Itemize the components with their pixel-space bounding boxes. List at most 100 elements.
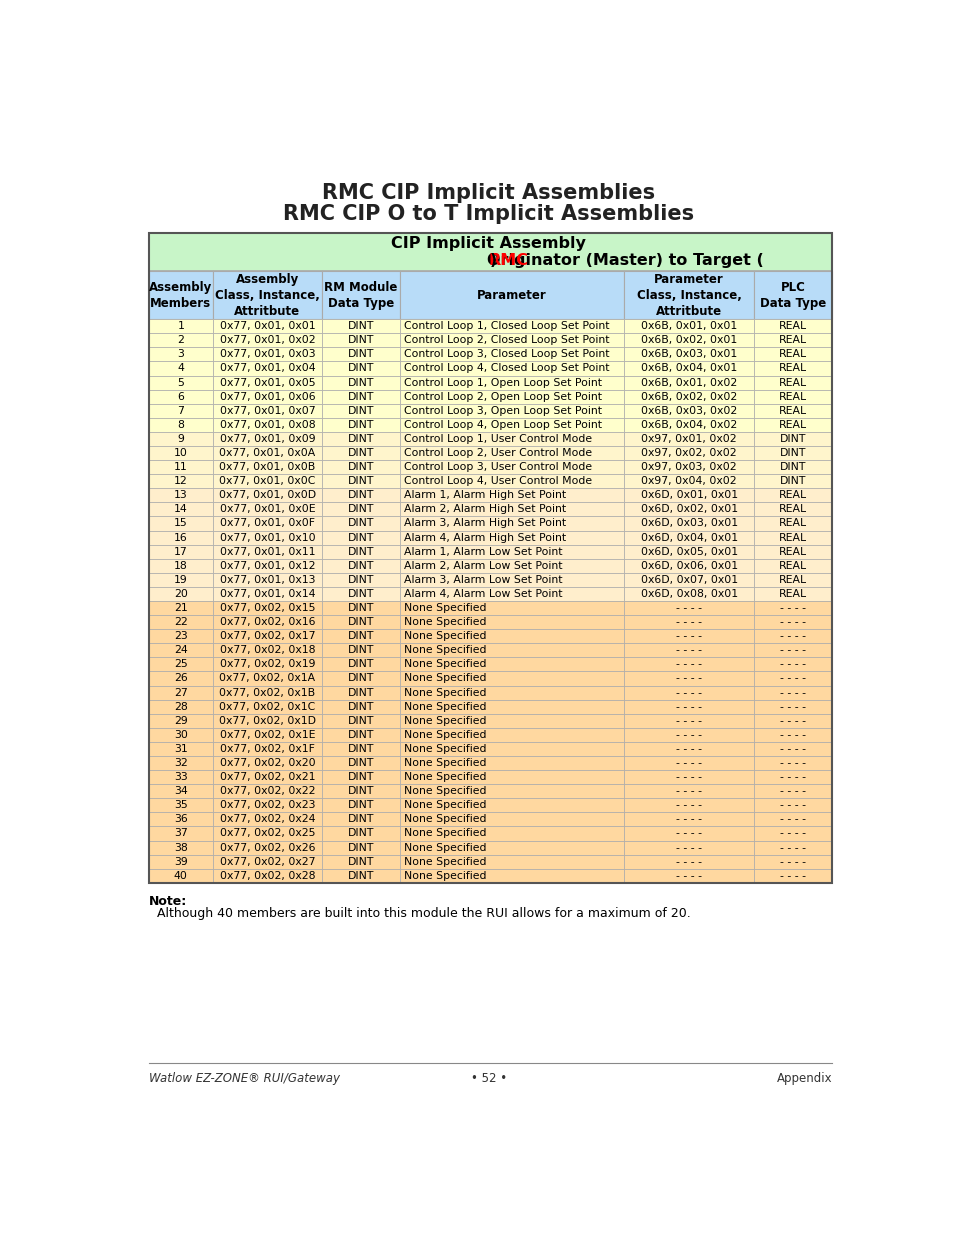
Text: None Specified: None Specified: [403, 857, 486, 867]
Text: - - - -: - - - -: [676, 800, 701, 810]
Bar: [213, 446, 322, 461]
Text: 0x77, 0x01, 0x06: 0x77, 0x01, 0x06: [219, 391, 314, 401]
Text: None Specified: None Specified: [403, 842, 486, 852]
Bar: [322, 826, 399, 841]
Bar: [213, 841, 322, 855]
Text: 0x77, 0x01, 0x14: 0x77, 0x01, 0x14: [219, 589, 314, 599]
Text: 33: 33: [173, 772, 188, 782]
Text: 0x77, 0x01, 0x0C: 0x77, 0x01, 0x0C: [219, 477, 315, 487]
Text: Assembly
Members: Assembly Members: [149, 280, 213, 310]
Text: - - - -: - - - -: [780, 743, 805, 753]
Text: - - - -: - - - -: [676, 603, 701, 613]
Bar: [754, 461, 831, 474]
Bar: [322, 558, 399, 573]
Text: - - - -: - - - -: [676, 772, 701, 782]
Text: 0x77, 0x01, 0x07: 0x77, 0x01, 0x07: [219, 406, 314, 416]
Bar: [623, 855, 754, 868]
Text: 36: 36: [173, 814, 188, 825]
Text: 0x77, 0x02, 0x27: 0x77, 0x02, 0x27: [219, 857, 314, 867]
Bar: [399, 657, 623, 672]
Bar: [322, 333, 399, 347]
Text: None Specified: None Specified: [403, 800, 486, 810]
Bar: [149, 756, 213, 771]
Bar: [399, 784, 623, 798]
Bar: [322, 417, 399, 432]
Text: 13: 13: [173, 490, 188, 500]
Text: 1: 1: [177, 321, 184, 331]
Text: 0x77, 0x02, 0x1B: 0x77, 0x02, 0x1B: [219, 688, 315, 698]
Text: 0x6D, 0x02, 0x01: 0x6D, 0x02, 0x01: [640, 504, 737, 514]
Text: DINT: DINT: [348, 603, 374, 613]
Bar: [754, 404, 831, 417]
Text: DINT: DINT: [348, 589, 374, 599]
Text: - - - -: - - - -: [780, 814, 805, 825]
Bar: [149, 643, 213, 657]
Bar: [623, 841, 754, 855]
Bar: [399, 375, 623, 389]
Bar: [213, 573, 322, 587]
Bar: [399, 672, 623, 685]
Text: 0x6B, 0x02, 0x01: 0x6B, 0x02, 0x01: [640, 335, 737, 346]
Bar: [754, 855, 831, 868]
Text: Control Loop 1, Open Loop Set Point: Control Loop 1, Open Loop Set Point: [403, 378, 601, 388]
Text: - - - -: - - - -: [676, 758, 701, 768]
Bar: [149, 601, 213, 615]
Text: - - - -: - - - -: [676, 645, 701, 656]
Bar: [213, 347, 322, 362]
Bar: [754, 784, 831, 798]
Text: DINT: DINT: [348, 631, 374, 641]
Bar: [213, 629, 322, 643]
Text: RMC: RMC: [488, 253, 528, 268]
Bar: [213, 756, 322, 771]
Bar: [623, 742, 754, 756]
Bar: [322, 771, 399, 784]
Bar: [399, 868, 623, 883]
Bar: [149, 404, 213, 417]
Bar: [322, 699, 399, 714]
Bar: [322, 474, 399, 488]
Text: DINT: DINT: [348, 547, 374, 557]
Bar: [399, 488, 623, 503]
Bar: [623, 771, 754, 784]
Bar: [149, 272, 213, 319]
Text: Appendix: Appendix: [776, 1072, 831, 1084]
Bar: [754, 727, 831, 742]
Text: 15: 15: [173, 519, 188, 529]
Text: 0x77, 0x02, 0x20: 0x77, 0x02, 0x20: [219, 758, 314, 768]
Bar: [213, 855, 322, 868]
Text: 7: 7: [177, 406, 184, 416]
Bar: [399, 742, 623, 756]
Text: - - - -: - - - -: [780, 772, 805, 782]
Text: - - - -: - - - -: [676, 688, 701, 698]
Bar: [399, 404, 623, 417]
Bar: [213, 657, 322, 672]
Text: 19: 19: [173, 574, 188, 585]
Text: DINT: DINT: [348, 561, 374, 571]
Bar: [213, 798, 322, 813]
Bar: [213, 319, 322, 333]
Text: DINT: DINT: [348, 462, 374, 472]
Text: - - - -: - - - -: [780, 688, 805, 698]
Text: - - - -: - - - -: [780, 829, 805, 839]
Text: DINT: DINT: [348, 814, 374, 825]
Bar: [322, 516, 399, 531]
Bar: [149, 685, 213, 699]
Text: 14: 14: [173, 504, 188, 514]
Bar: [623, 347, 754, 362]
Text: - - - -: - - - -: [780, 659, 805, 669]
Bar: [399, 347, 623, 362]
Bar: [322, 714, 399, 727]
Text: Alarm 1, Alarm Low Set Point: Alarm 1, Alarm Low Set Point: [403, 547, 561, 557]
Text: 0x77, 0x01, 0x08: 0x77, 0x01, 0x08: [219, 420, 314, 430]
Text: REAL: REAL: [779, 406, 806, 416]
Text: Control Loop 1, User Control Mode: Control Loop 1, User Control Mode: [403, 433, 592, 443]
Text: - - - -: - - - -: [780, 603, 805, 613]
Text: Watlow EZ-ZONE® RUI/Gateway: Watlow EZ-ZONE® RUI/Gateway: [149, 1072, 339, 1084]
Bar: [623, 685, 754, 699]
Bar: [149, 319, 213, 333]
Text: 0x77, 0x01, 0x10: 0x77, 0x01, 0x10: [219, 532, 314, 542]
Bar: [399, 685, 623, 699]
Text: 0x77, 0x02, 0x28: 0x77, 0x02, 0x28: [219, 871, 314, 881]
Text: Alarm 2, Alarm High Set Point: Alarm 2, Alarm High Set Point: [403, 504, 565, 514]
Bar: [213, 672, 322, 685]
